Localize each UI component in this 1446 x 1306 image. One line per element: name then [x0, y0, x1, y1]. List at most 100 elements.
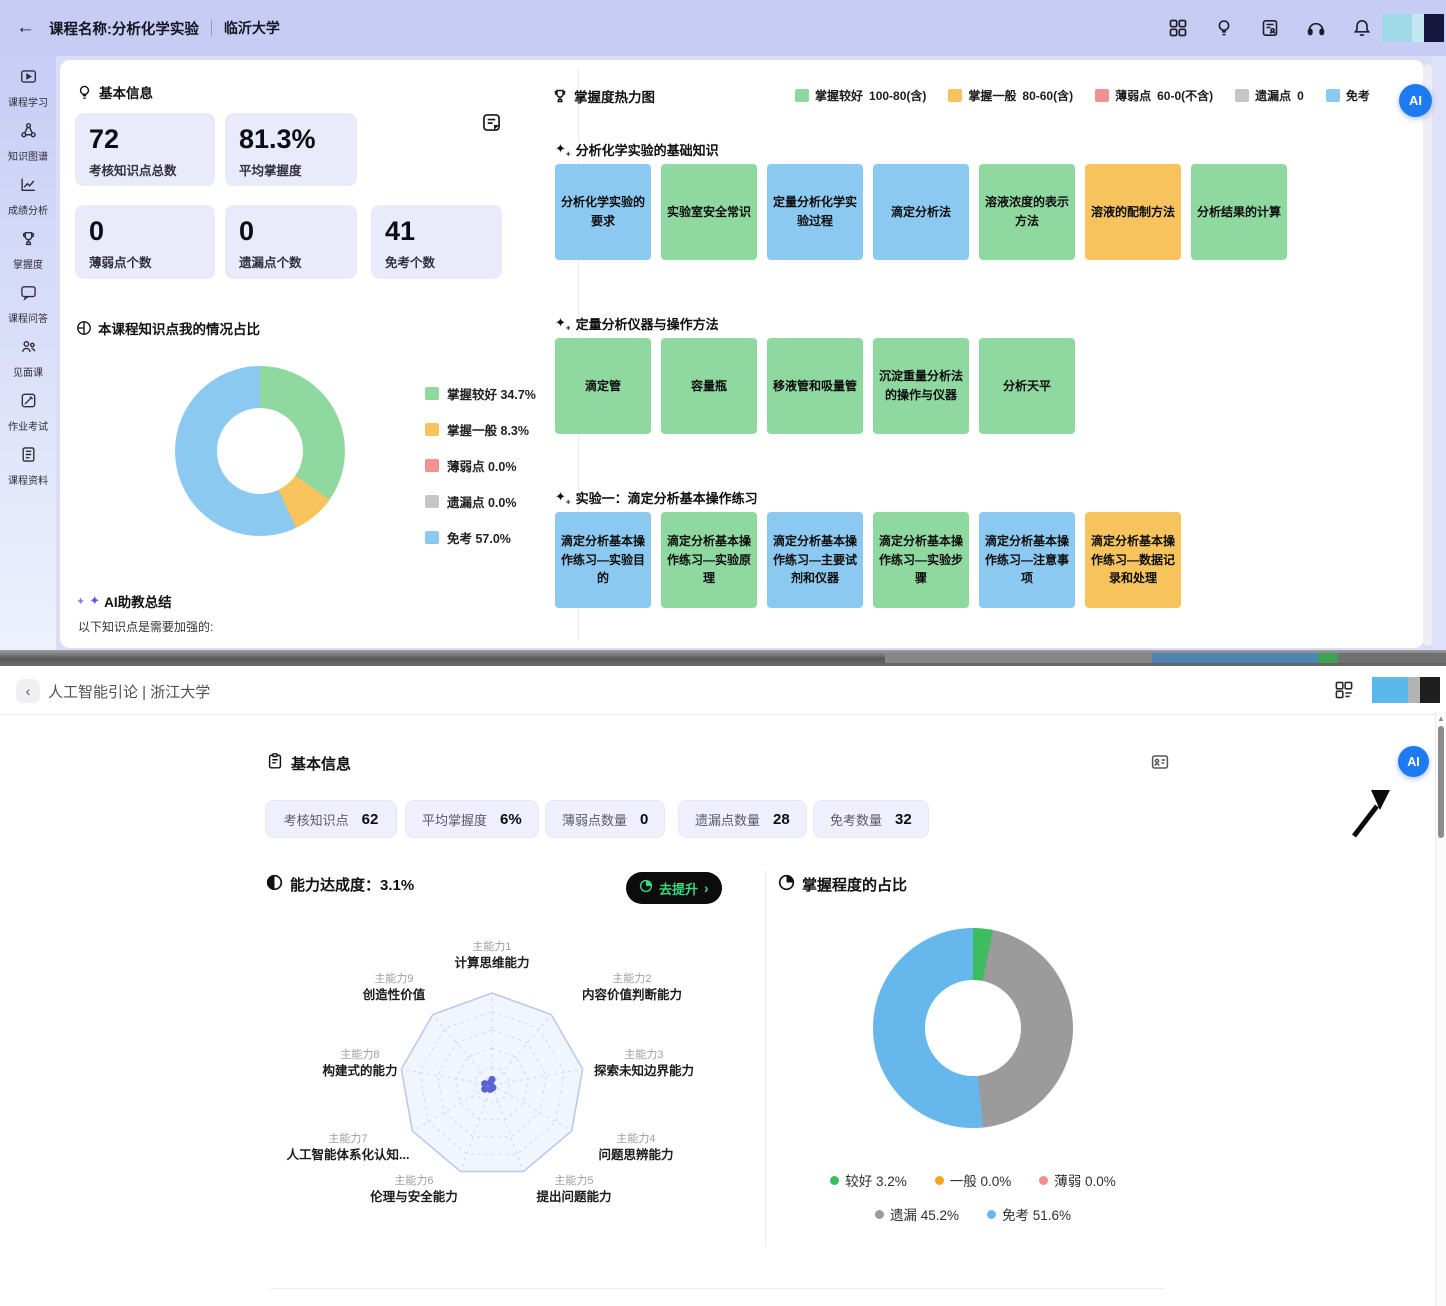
ai-assistant-button[interactable]: AI	[1399, 84, 1432, 117]
heatmap-tile[interactable]: 分析结果的计算	[1191, 164, 1287, 260]
stat-card: 0 薄弱点个数	[75, 205, 215, 279]
tile-label: 滴定分析基本操作练习—实验原理	[667, 534, 752, 586]
heatmap-tile[interactable]: 定量分析化学实验过程	[767, 164, 863, 260]
lightbulb-icon[interactable]	[1214, 18, 1234, 38]
legend-label: 免考 51.6%	[1002, 1208, 1072, 1223]
heatmap-tile[interactable]: 滴定分析基本操作练习—实验目的	[555, 512, 651, 608]
sidebar-item-label: 作业考试	[8, 422, 48, 433]
scrollbar-thumb[interactable]	[1438, 726, 1444, 838]
chip-label: 遗漏点数量	[695, 812, 761, 828]
chip-label: 免考数量	[830, 812, 883, 828]
id-card-icon[interactable]	[1150, 752, 1170, 777]
band-segment	[1152, 653, 1318, 663]
legend-label: 薄弱 0.0%	[1054, 1174, 1116, 1189]
legend-label: 遗漏点 0.0%	[447, 496, 517, 510]
chip-label: 平均掌握度	[422, 812, 488, 828]
tile-label: 移液管和吸量管	[773, 378, 858, 393]
clipboard-icon	[266, 752, 284, 774]
course-title: 人工智能引论 | 浙江大学	[48, 684, 211, 701]
heatmap-section-title: ✦+ 实验一：滴定分析基本操作练习	[555, 488, 758, 507]
chat-icon	[20, 284, 37, 306]
basic-info-heading: 基本信息	[76, 82, 153, 102]
legend-swatch	[425, 459, 439, 472]
trophy-icon	[20, 230, 37, 252]
share-legend: 掌握较好 34.7% 掌握一般 8.3% 薄弱点 0.0% 遗漏点 0.0% 免…	[425, 384, 536, 547]
legend-item: 免考	[1325, 87, 1376, 104]
legend-item: 薄弱点 0.0%	[425, 456, 536, 475]
heatmap-tile[interactable]: 滴定分析基本操作练习—主要试剂和仪器	[767, 512, 863, 608]
tile-label: 溶液的配制方法	[1091, 204, 1176, 219]
sidebar-item-course-materials[interactable]: 课程资料	[0, 446, 56, 487]
legend-item: 遗漏 45.2%	[874, 1204, 959, 1224]
tile-label: 容量瓶	[690, 378, 727, 393]
sidebar-item-knowledge-graph[interactable]: 知识图谱	[0, 122, 56, 163]
sidebar-item-label: 掌握度	[13, 260, 43, 271]
sidebar-item-mastery[interactable]: 掌握度	[0, 230, 56, 271]
heatmap-tile[interactable]: 沉淀重量分析法的操作与仪器	[873, 338, 969, 434]
apps-grid-icon[interactable]	[1168, 18, 1188, 38]
improve-button[interactable]: 去提升 ›	[626, 872, 722, 904]
heatmap-tile[interactable]: 滴定分析基本操作练习—数据记录和处理	[1085, 512, 1181, 608]
chip-value: 28	[773, 810, 790, 828]
stat-value: 0	[239, 216, 255, 246]
scroll-up-arrow[interactable]: ▲	[1437, 714, 1445, 723]
course-title: 课程名称:分析化学实验	[49, 21, 199, 38]
header-icon-group	[1168, 0, 1372, 56]
tile-label: 滴定分析基本操作练习—主要试剂和仪器	[773, 534, 858, 586]
sidebar-item-label: 知识图谱	[8, 152, 48, 163]
top-header: ← 课程名称:分析化学实验 临沂大学	[0, 0, 1446, 56]
stat-chip: 考核知识点 62	[265, 800, 397, 838]
legend-label: 掌握较好	[815, 89, 864, 103]
heatmap-tile[interactable]: 滴定分析基本操作练习—注意事项	[979, 512, 1075, 608]
heatmap-tile[interactable]: 分析天平	[979, 338, 1075, 434]
right-margin	[1432, 56, 1446, 652]
sidebar-item-course-qa[interactable]: 课程问答	[0, 284, 56, 325]
tile-label: 滴定分析基本操作练习—注意事项	[985, 534, 1070, 586]
stat-label: 平均掌握度	[239, 163, 302, 178]
radar-axis-label: 主能力7 人工智能体系化认知...	[286, 1133, 410, 1163]
chip-value: 62	[361, 810, 379, 828]
memo-icon[interactable]	[481, 112, 502, 138]
sidebar-item-grade-analysis[interactable]: 成绩分析	[0, 176, 56, 217]
heatmap-tile[interactable]: 分析化学实验的要求	[555, 164, 651, 260]
headphones-icon[interactable]	[1306, 18, 1326, 38]
tile-label: 滴定分析基本操作练习—实验目的	[561, 534, 646, 586]
scrollbar: ▲	[1435, 712, 1446, 1306]
bell-icon[interactable]	[1352, 18, 1372, 38]
report-card-icon[interactable]	[1260, 18, 1280, 38]
legend-swatch	[425, 495, 439, 508]
stat-chip: 免考数量 32	[813, 800, 929, 838]
heatmap-tile[interactable]: 滴定分析基本操作练习—实验原理	[661, 512, 757, 608]
ai-assistant-button[interactable]: AI	[1398, 746, 1429, 777]
header-divider	[0, 714, 1446, 715]
sparkle-icon: ✦+	[555, 488, 571, 507]
sidebar-item-homework-exam[interactable]: 作业考试	[0, 392, 56, 433]
heatmap-tile[interactable]: 实验室安全常识	[661, 164, 757, 260]
scrollbar-track[interactable]	[1423, 64, 1432, 646]
heatmap-tile[interactable]: 滴定管	[555, 338, 651, 434]
heatmap-tile[interactable]: 溶液浓度的表示方法	[979, 164, 1075, 260]
heatmap-tile[interactable]: 容量瓶	[661, 338, 757, 434]
half-circle-icon	[266, 874, 283, 895]
sidebar-item-label: 课程资料	[8, 476, 48, 487]
stat-chip: 薄弱点数量 0	[545, 800, 666, 838]
legend-item: 免考 57.0%	[425, 528, 536, 547]
pie-chart-icon	[778, 874, 795, 895]
legend-swatch	[1325, 89, 1340, 102]
heatmap-tile[interactable]: 滴定分析法	[873, 164, 969, 260]
layout-grid-icon[interactable]	[1334, 680, 1354, 705]
stat-chip: 遗漏点数量 28	[678, 800, 807, 838]
heatmap-tile[interactable]: 移液管和吸量管	[767, 338, 863, 434]
heatmap-tile[interactable]: 滴定分析基本操作练习—实验步骤	[873, 512, 969, 608]
back-icon[interactable]: ←	[16, 17, 35, 38]
mastery-legend-row1: 较好 3.2% 一般 0.0% 薄弱 0.0%	[778, 1170, 1168, 1190]
ability-heading: 能力达成度：3.1%	[266, 874, 414, 895]
legend-item: 薄弱 0.0%	[1039, 1170, 1116, 1190]
legend-item: 掌握较好 34.7%	[425, 384, 536, 403]
back-chevron-button[interactable]: ‹	[16, 679, 40, 703]
sidebar-item-course-learning[interactable]: 课程学习	[0, 68, 56, 109]
sidebar-item-meet-class[interactable]: 见面课	[0, 338, 56, 379]
legend-item: 遗漏点 0	[1235, 87, 1304, 104]
heatmap-tile[interactable]: 溶液的配制方法	[1085, 164, 1181, 260]
